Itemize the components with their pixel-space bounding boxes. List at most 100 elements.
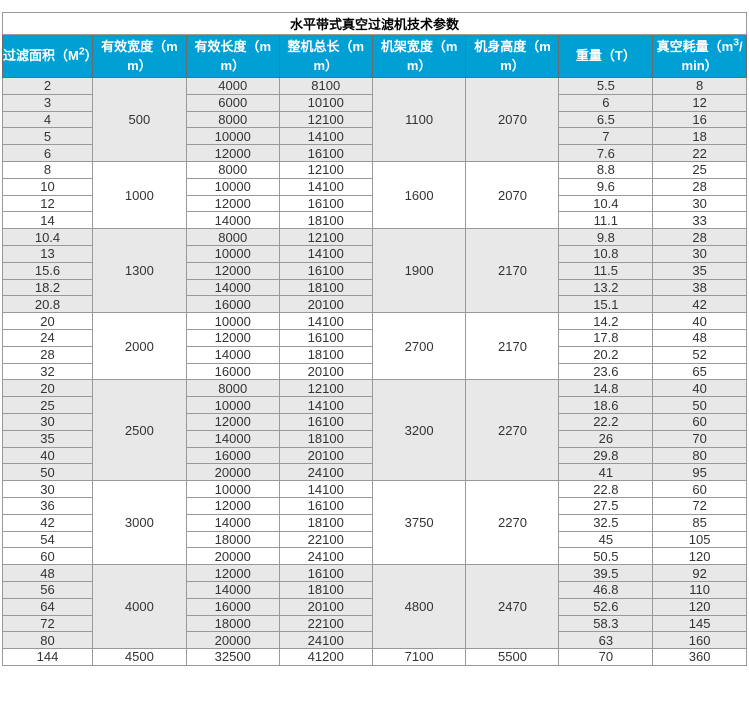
cell-effective-length: 12000: [185, 564, 280, 582]
cell-body-height: 5500: [465, 648, 560, 666]
cell-effective-length: 8000: [185, 160, 280, 179]
cell-frame-width: 1100: [371, 77, 467, 162]
cell-total-length: 18100: [278, 580, 373, 599]
cell-total-length: 18100: [278, 429, 373, 448]
cell-vacuum-consumption: 18: [652, 127, 747, 146]
cell-vacuum-consumption: 52: [652, 345, 747, 364]
cell-filter-area: 64: [1, 597, 94, 616]
cell-filter-area: 13: [1, 244, 94, 263]
cell-effective-width: 2000: [92, 312, 187, 381]
cell-weight: 7: [558, 127, 654, 146]
cell-effective-length: 8000: [185, 110, 280, 129]
cell-weight: 50.5: [558, 547, 654, 566]
cell-total-length: 41200: [278, 648, 373, 666]
cell-vacuum-consumption: 30: [652, 194, 747, 213]
cell-total-length: 10100: [278, 93, 373, 112]
cell-total-length: 16100: [278, 194, 373, 213]
cell-total-length: 24100: [278, 463, 373, 482]
cell-weight: 6: [558, 93, 654, 112]
cell-effective-length: 12000: [185, 194, 280, 213]
column-header-body-height: 机身高度（mm）: [465, 34, 560, 78]
table-row: 72 18000 22100 58.3 145: [1, 614, 747, 633]
cell-total-length: 12100: [278, 110, 373, 129]
cell-filter-area: 4: [1, 110, 94, 129]
cell-effective-length: 14000: [185, 345, 280, 364]
table-row: 13 10000 14100 10.8 30: [1, 244, 747, 263]
cell-effective-length: 18000: [185, 614, 280, 633]
table-body: 2 500 4000 8100 1100 2070 5.5 8 3 6000 10100 6 12 4 80…: [1, 77, 747, 666]
cell-effective-width: 1000: [92, 160, 187, 230]
cell-vacuum-consumption: 60: [652, 412, 747, 431]
cell-vacuum-consumption: 28: [652, 177, 747, 196]
table-row: 42 14000 18100 32.5 85: [1, 513, 747, 532]
cell-weight: 11.1: [558, 211, 654, 230]
cell-total-length: 12100: [278, 160, 373, 179]
cell-weight: 5.5: [558, 77, 654, 95]
cell-vacuum-consumption: 60: [652, 480, 747, 498]
cell-vacuum-consumption: 42: [652, 295, 747, 314]
cell-effective-length: 12000: [185, 412, 280, 431]
cell-effective-length: 16000: [185, 446, 280, 465]
cell-filter-area: 12: [1, 194, 94, 213]
cell-frame-width: 1900: [371, 228, 467, 314]
cell-total-length: 16100: [278, 412, 373, 431]
table-row: 20 2000 10000 14100 2700 2170 14.2 40: [1, 312, 747, 381]
table-row: 12 12000 16100 10.4 30: [1, 194, 747, 213]
cell-filter-area: 15.6: [1, 261, 94, 280]
table-row: 48 4000 12000 16100 4800 2470 39.5 92: [1, 564, 747, 650]
cell-weight: 27.5: [558, 496, 654, 515]
cell-filter-area: 3: [1, 93, 94, 112]
cell-effective-width: 4500: [92, 648, 187, 666]
table-row: 54 18000 22100 45 105: [1, 530, 747, 549]
table-row: 40 16000 20100 29.8 80: [1, 446, 747, 465]
table-row: 6 12000 16100 7.6 22: [1, 144, 747, 162]
cell-weight: 8.8: [558, 160, 654, 179]
table-row: 144 4500 32500 41200 7100 5500 70 360: [1, 648, 747, 666]
cell-filter-area: 54: [1, 530, 94, 549]
cell-total-length: 16100: [278, 564, 373, 582]
cell-filter-area: 40: [1, 446, 94, 465]
cell-weight: 23.6: [558, 362, 654, 381]
cell-total-length: 14100: [278, 396, 373, 414]
cell-vacuum-consumption: 360: [652, 648, 747, 666]
cell-vacuum-consumption: 65: [652, 362, 747, 381]
table-row: 14 14000 18100 11.1 33: [1, 211, 747, 230]
cell-total-length: 20100: [278, 597, 373, 616]
cell-weight: 52.6: [558, 597, 654, 616]
cell-total-length: 14100: [278, 127, 373, 146]
cell-vacuum-consumption: 160: [652, 631, 747, 650]
cell-weight: 9.8: [558, 228, 654, 246]
cell-effective-length: 8000: [185, 379, 280, 398]
table-row: 20 2500 8000 12100 3200 2270 14.8 40: [1, 379, 747, 482]
table-row: 20.8 16000 20100 15.1 42: [1, 295, 747, 314]
cell-effective-length: 12000: [185, 328, 280, 347]
cell-weight: 29.8: [558, 446, 654, 465]
cell-effective-length: 16000: [185, 362, 280, 381]
cell-vacuum-consumption: 25: [652, 160, 747, 179]
table-row: 32 16000 20100 23.6 65: [1, 362, 747, 381]
cell-effective-length: 20000: [185, 547, 280, 566]
cell-total-length: 14100: [278, 177, 373, 196]
cell-filter-area: 5: [1, 127, 94, 146]
cell-filter-area: 144: [1, 648, 94, 666]
table-row: 56 14000 18100 46.8 110: [1, 580, 747, 599]
cell-weight: 13.2: [558, 278, 654, 297]
cell-filter-area: 30: [1, 480, 94, 498]
cell-vacuum-consumption: 40: [652, 379, 747, 398]
cell-effective-width: 1300: [92, 228, 187, 314]
cell-weight: 15.1: [558, 295, 654, 314]
cell-filter-area: 30: [1, 412, 94, 431]
cell-effective-length: 14000: [185, 429, 280, 448]
cell-effective-length: 6000: [185, 93, 280, 112]
cell-filter-area: 24: [1, 328, 94, 347]
cell-effective-length: 14000: [185, 513, 280, 532]
cell-filter-area: 42: [1, 513, 94, 532]
table-row: 25 10000 14100 18.6 50: [1, 396, 747, 414]
cell-vacuum-consumption: 145: [652, 614, 747, 633]
cell-total-length: 20100: [278, 362, 373, 381]
cell-total-length: 24100: [278, 547, 373, 566]
title-row: 水平带式真空过滤机技术参数: [2, 12, 747, 35]
cell-filter-area: 20: [1, 379, 94, 398]
cell-vacuum-consumption: 33: [652, 211, 747, 230]
table-row: 4 8000 12100 6.5 16: [1, 110, 747, 129]
